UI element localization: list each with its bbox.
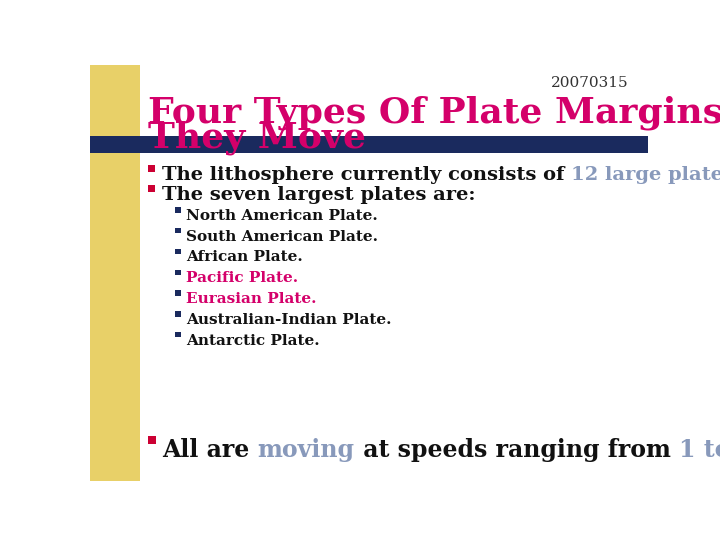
Text: African Plate.: African Plate. <box>186 251 303 265</box>
Text: Four Types Of Plate Margins And How: Four Types Of Plate Margins And How <box>148 96 720 130</box>
Text: Pacific Plate.: Pacific Plate. <box>186 271 298 285</box>
Text: at speeds ranging from: at speeds ranging from <box>354 438 679 462</box>
Text: 1 to: 1 to <box>679 438 720 462</box>
Bar <box>175 311 181 316</box>
Bar <box>175 291 181 296</box>
Bar <box>175 207 181 213</box>
Bar <box>148 165 155 172</box>
Text: Australian-Indian Plate.: Australian-Indian Plate. <box>186 313 392 327</box>
Text: North American Plate.: North American Plate. <box>186 209 378 223</box>
Text: All are: All are <box>162 438 258 462</box>
Text: 20070315: 20070315 <box>551 76 629 90</box>
Bar <box>175 332 181 338</box>
Text: They Move: They Move <box>148 120 366 155</box>
Text: The lithosphere currently consists of: The lithosphere currently consists of <box>162 166 571 185</box>
Text: 12 large plates.: 12 large plates. <box>571 166 720 185</box>
Text: South American Plate.: South American Plate. <box>186 230 378 244</box>
Bar <box>175 249 181 254</box>
Text: Antarctic Plate.: Antarctic Plate. <box>186 334 320 348</box>
Bar <box>90 65 140 481</box>
Bar <box>148 185 155 192</box>
Text: Eurasian Plate.: Eurasian Plate. <box>186 292 317 306</box>
Bar <box>90 137 648 153</box>
Bar <box>175 269 181 275</box>
Bar <box>175 228 181 233</box>
Text: The seven largest plates are:: The seven largest plates are: <box>162 186 476 205</box>
Bar <box>148 436 156 444</box>
Text: moving: moving <box>258 438 354 462</box>
